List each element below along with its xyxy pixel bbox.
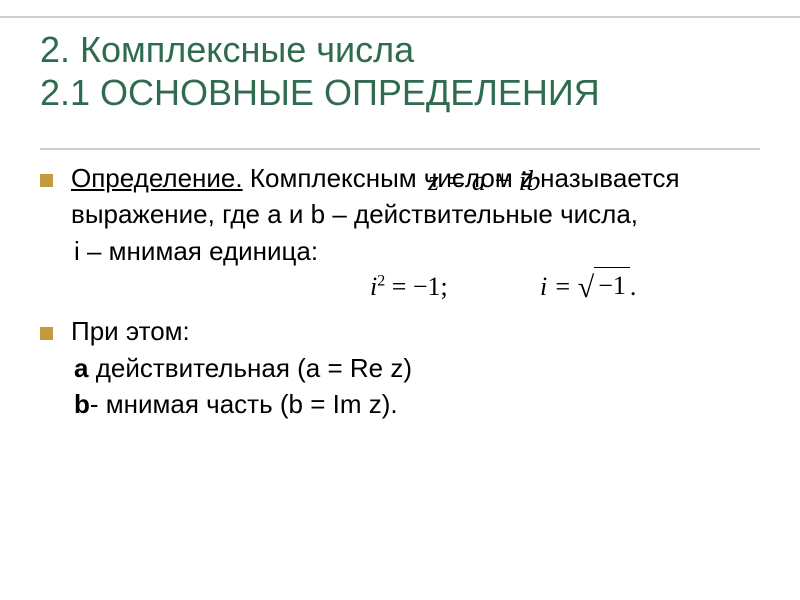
slide-body: Определение. Комплексным числом z называ… (40, 160, 760, 422)
line-imag-part: b- мнимая часть (b = Im z). (74, 386, 760, 422)
sqrt-lhs: i = (540, 272, 578, 301)
imaginary-formulas: i2 = −1; i = √−1. (40, 269, 760, 313)
slide-title: 2. Комплексные числа 2.1 ОСНОВНЫЕ ОПРЕДЕ… (40, 28, 760, 114)
formula-i-sqrt: i = √−1. (540, 265, 636, 307)
definition-block: Определение. Комплексным числом z называ… (40, 160, 760, 233)
formula-z: z = a + ib (428, 162, 540, 201)
sqrt-period: . (630, 272, 637, 301)
title-line-1: 2. Комплексные числа (40, 28, 760, 71)
at-this-block: При этом: (40, 313, 760, 349)
definition-label: Определение. (71, 163, 243, 193)
a-bold: a (74, 353, 88, 383)
a-rest: действительная (a = Re z) (88, 353, 412, 383)
bullet-icon (40, 174, 53, 187)
definition-part2: , где a и b – действительные числа, (208, 199, 638, 229)
sqrt-radicand: −1 (594, 267, 630, 304)
title-underline (40, 148, 760, 150)
radical-icon: √ (578, 267, 594, 309)
title-line-2: 2.1 ОСНОВНЫЕ ОПРЕДЕЛЕНИЯ (40, 71, 760, 114)
definition-text: Определение. Комплексным числом z называ… (71, 160, 760, 233)
b-bold: b (74, 389, 90, 419)
line-imaginary-unit: i – мнимая единица: (74, 233, 760, 269)
b-rest: - мнимая часть (b = Im z). (90, 389, 398, 419)
bullet-icon (40, 327, 53, 340)
top-rule (0, 16, 800, 18)
sqrt-box: √−1 (578, 265, 630, 307)
formula-i-squared: i2 = −1; (370, 269, 448, 305)
i2-rhs: = −1; (385, 272, 448, 301)
line-real-part: a действительная (a = Re z) (74, 350, 760, 386)
at-this-text: При этом: (71, 313, 760, 349)
